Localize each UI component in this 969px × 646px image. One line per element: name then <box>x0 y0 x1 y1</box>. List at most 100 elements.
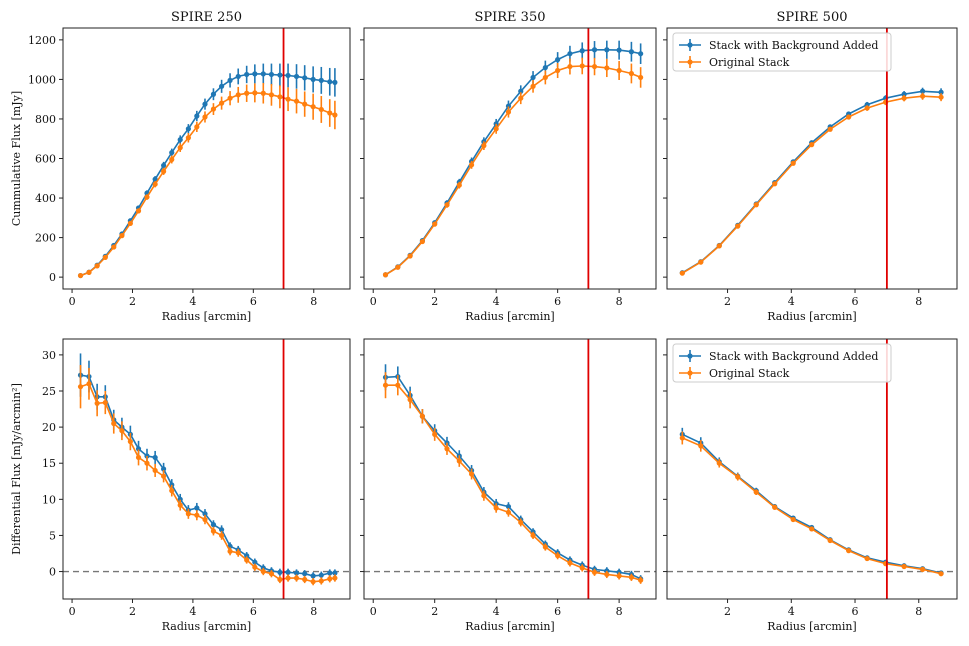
data-point <box>86 269 92 275</box>
data-point <box>579 48 585 54</box>
data-point <box>864 105 870 111</box>
data-point <box>919 88 926 94</box>
series-background-added <box>77 353 338 580</box>
data-point <box>185 511 191 517</box>
data-point <box>310 76 316 83</box>
y-tick-label: 800 <box>35 113 56 126</box>
data-point <box>419 413 425 419</box>
panel-top-1: SPIRE 250 0 2 4 6 8 0 200 400 600 800 1000 1200 Radiu… <box>10 10 351 323</box>
data-point <box>419 238 425 245</box>
x-tick-label: 6 <box>852 295 859 308</box>
series-original <box>77 82 338 279</box>
data-point <box>332 112 338 118</box>
x-tick-label: 0 <box>69 295 76 308</box>
data-point <box>144 460 150 466</box>
data-point <box>698 259 704 265</box>
data-point <box>318 106 324 113</box>
x-tick-label: 2 <box>724 605 731 618</box>
data-point <box>542 544 548 550</box>
legend-label: Stack with Background Added <box>709 350 878 363</box>
data-point <box>846 114 852 120</box>
series-line <box>681 433 942 574</box>
data-point <box>310 579 316 585</box>
data-point <box>555 67 561 74</box>
data-point <box>277 569 283 575</box>
y-tick-label: 1000 <box>28 73 56 86</box>
data-point <box>456 458 462 464</box>
y-tick-label: 400 <box>35 192 56 205</box>
x-tick-label: 4 <box>189 295 196 308</box>
data-point <box>579 63 585 69</box>
data-point <box>827 126 833 132</box>
series-original <box>77 365 338 586</box>
data-point <box>679 435 685 441</box>
data-point <box>169 488 175 494</box>
data-point <box>86 381 92 387</box>
data-point <box>432 431 438 437</box>
data-point <box>135 454 142 461</box>
data-point <box>219 527 225 533</box>
data-point <box>505 103 512 109</box>
data-point <box>277 72 283 78</box>
data-point <box>772 504 778 510</box>
y-axis-label: Cummulative Flux [mJy] <box>10 91 23 226</box>
data-point <box>252 90 258 96</box>
data-point <box>628 70 635 77</box>
series-line <box>681 437 942 575</box>
legend-marker <box>687 42 693 48</box>
data-point <box>493 505 499 511</box>
data-point <box>432 221 438 227</box>
data-point <box>382 272 389 278</box>
data-point <box>252 71 258 77</box>
data-point <box>735 474 741 480</box>
legend-marker <box>687 370 693 376</box>
series-line <box>80 374 335 577</box>
data-point <box>809 142 815 148</box>
data-point <box>210 528 217 534</box>
data-point <box>327 570 333 576</box>
data-point <box>332 575 338 581</box>
data-point <box>177 502 183 508</box>
y-tick-label: 15 <box>42 457 56 470</box>
legend-item: Original Stack <box>679 367 790 380</box>
x-tick-label: 4 <box>189 605 196 618</box>
legend-item: Stack with Background Added <box>679 350 878 363</box>
data-point <box>616 573 622 579</box>
data-point <box>518 88 524 94</box>
series-background-added <box>382 364 644 583</box>
data-point <box>111 420 117 427</box>
series-background-added <box>679 427 944 576</box>
x-tick-label: 8 <box>915 295 922 308</box>
series-background-added <box>77 63 338 279</box>
x-tick-label: 6 <box>250 295 257 308</box>
data-point <box>94 400 100 406</box>
x-axis-label: Radius [arcmin] <box>162 310 251 323</box>
data-point <box>530 83 536 89</box>
data-point <box>268 71 275 78</box>
data-point <box>302 75 308 81</box>
data-point <box>505 109 512 115</box>
x-tick-label: 4 <box>493 295 500 308</box>
data-point <box>119 233 125 239</box>
y-tick-label: 600 <box>35 153 56 166</box>
data-point <box>277 94 283 100</box>
data-point <box>604 571 610 578</box>
axes-frame <box>62 338 351 600</box>
data-point <box>227 548 233 554</box>
data-point <box>111 244 117 250</box>
data-point <box>790 160 796 166</box>
data-point <box>252 559 258 565</box>
series-group <box>679 87 944 276</box>
y-tick-label: 0 <box>49 566 56 579</box>
data-point <box>244 71 250 78</box>
data-point <box>827 537 833 544</box>
data-point <box>938 94 944 100</box>
x-tick-label: 6 <box>554 605 561 618</box>
data-point <box>235 73 241 80</box>
data-point <box>161 168 167 174</box>
data-point <box>194 505 200 511</box>
data-point <box>679 270 685 276</box>
series-group <box>679 427 944 577</box>
data-point <box>901 91 907 97</box>
data-point <box>161 466 167 472</box>
